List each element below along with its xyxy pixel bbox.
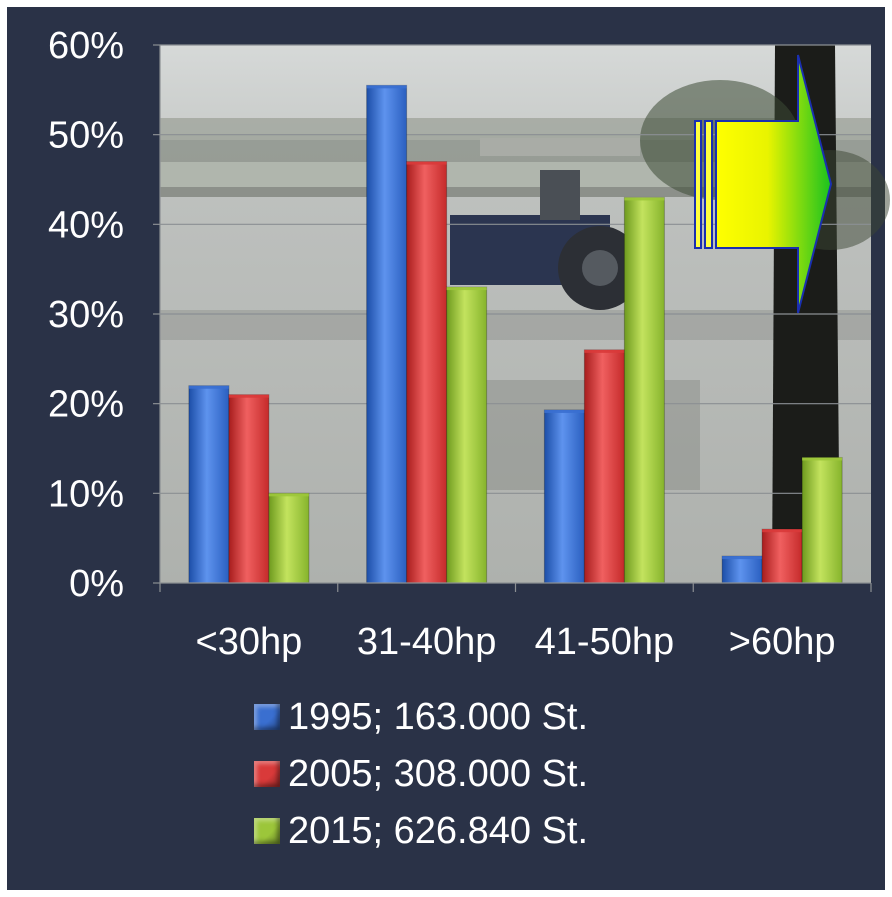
x-category-label: <30hp — [196, 621, 303, 663]
legend-item: 2015; 626.840 St. — [254, 802, 588, 859]
bar-top — [268, 493, 309, 497]
bars — [188, 84, 843, 584]
bar-top — [624, 197, 665, 201]
bar-top — [446, 287, 487, 291]
legend-item: 2005; 308.000 St. — [254, 745, 588, 802]
bar-top — [406, 161, 447, 165]
x-category-label: 41-50hp — [535, 621, 674, 663]
y-tick-label: 50% — [48, 115, 124, 157]
bar-top — [228, 394, 269, 398]
bar — [623, 196, 665, 584]
y-tick-label: 20% — [48, 384, 124, 426]
bar-top — [584, 349, 625, 353]
right-arrow-icon — [694, 54, 833, 314]
legend-swatch — [254, 760, 280, 787]
legend-label: 2005; 308.000 St. — [288, 752, 589, 795]
bar — [446, 286, 488, 584]
bar — [801, 456, 843, 584]
bar — [761, 528, 803, 584]
bar-top — [762, 529, 803, 533]
legend-label: 1995; 163.000 St. — [288, 695, 589, 738]
y-tick-label: 10% — [48, 473, 124, 515]
bar — [721, 555, 763, 584]
bar — [228, 394, 270, 584]
y-tick-label: 60% — [48, 25, 124, 67]
legend-swatch — [254, 817, 280, 844]
legend: 1995; 163.000 St. 2005; 308.000 St. 2015… — [254, 688, 588, 859]
bar-top — [802, 457, 843, 461]
x-category-labels: <30hp 31-40hp 41-50hp >60hp — [196, 621, 836, 663]
y-tick-label: 30% — [48, 294, 124, 336]
bar-top — [544, 409, 585, 413]
x-category-label: 31-40hp — [357, 621, 496, 663]
legend-label: 2015; 626.840 St. — [288, 809, 589, 852]
y-tick-label: 0% — [69, 563, 124, 605]
bar — [366, 84, 408, 584]
bar — [406, 161, 448, 584]
axes — [153, 44, 872, 592]
bar — [268, 492, 310, 584]
bar — [188, 385, 230, 584]
bar — [583, 349, 625, 584]
bar — [543, 409, 585, 584]
tractor — [450, 138, 642, 310]
bar-top — [188, 385, 229, 389]
legend-item: 1995; 163.000 St. — [254, 688, 588, 745]
y-tick-labels: 0% 10% 20% 30% 40% 50% 60% — [48, 25, 124, 605]
bar-top — [722, 556, 763, 560]
legend-swatch — [254, 703, 280, 730]
y-tick-label: 40% — [48, 204, 124, 246]
bar-top — [366, 85, 407, 89]
x-category-label: >60hp — [729, 621, 836, 663]
